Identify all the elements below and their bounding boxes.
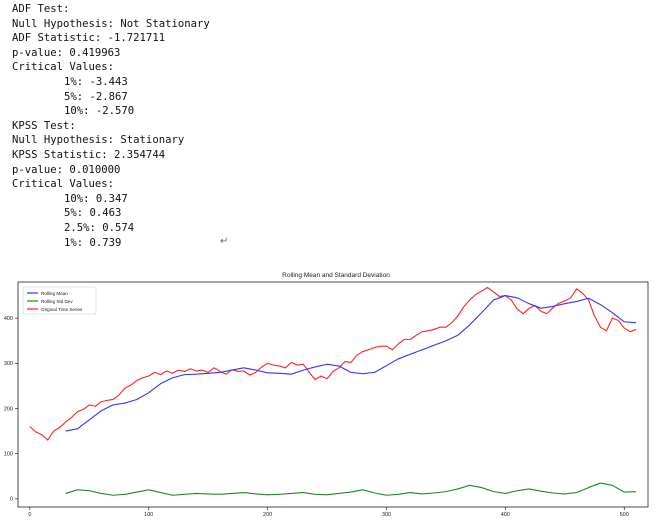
x-tick-label: 100 — [144, 512, 153, 518]
adf-critical-values-header: Critical Values: — [12, 61, 115, 74]
x-axis: 0 100 200 300 400 500 — [28, 507, 629, 518]
console-output: ADF Test: Null Hypothesis: Not Stationary… — [12, 2, 210, 250]
kpss-critical-value: 1%: 0.739 — [64, 236, 122, 249]
chart-title: Rolling Mean and Standard Deviation — [282, 272, 390, 279]
legend: Rolling Mean Rolling Std Dev Original Ti… — [22, 286, 97, 315]
x-tick-label: 400 — [501, 512, 510, 518]
series-line-rolling-mean — [65, 295, 637, 432]
legend-label-rolling-std-dev: Rolling Std Dev — [41, 299, 73, 304]
series-line-rolling-std-dev — [65, 482, 637, 496]
legend-label-original-time-series: Original Time Series — [41, 307, 83, 312]
legend-label-rolling-mean: Rolling Mean — [41, 291, 68, 296]
y-axis: 0 100 200 300 400 — [4, 316, 18, 503]
series-lines — [29, 286, 637, 496]
series-line-original-time-series — [29, 286, 637, 441]
kpss-critical-value: 2.5%: 0.574 — [64, 221, 135, 234]
adf-p-value: p-value: 0.419963 — [12, 46, 121, 59]
plot-frame — [17, 281, 649, 508]
adf-header: ADF Test: — [12, 3, 70, 15]
kpss-p-value: p-value: 0.010000 — [12, 163, 121, 176]
x-tick-label: 500 — [620, 512, 629, 518]
y-tick-label: 200 — [4, 406, 13, 412]
kpss-header: KPSS Test: — [12, 119, 76, 132]
rolling-stats-chart: Rolling Mean and Standard Deviation 0 100… — [4, 272, 649, 518]
y-tick-label: 400 — [4, 316, 13, 322]
x-tick-label: 0 — [28, 512, 31, 518]
adf-null-hypothesis: Null Hypothesis: Not Stationary — [12, 17, 210, 30]
kpss-critical-value: 5%: 0.463 — [64, 207, 122, 220]
y-tick-label: 100 — [4, 451, 13, 457]
kpss-critical-value: 10%: 0.347 — [64, 192, 128, 205]
x-tick-label: 200 — [263, 512, 272, 518]
kpss-null-hypothesis: Null Hypothesis: Stationary — [12, 134, 185, 147]
adf-critical-value: 5%: -2.867 — [64, 90, 128, 103]
kpss-statistic: KPSS Statistic: 2.354744 — [12, 148, 166, 161]
y-tick-label: 300 — [4, 361, 13, 367]
y-tick-label: 0 — [10, 497, 13, 503]
adf-statistic: ADF Statistic: -1.721711 — [12, 32, 166, 45]
adf-critical-value: 1%: -3.443 — [64, 75, 128, 88]
legend-box — [22, 286, 97, 315]
return-arrow-icon: ↵ — [220, 236, 229, 247]
kpss-critical-values-header: Critical Values: — [12, 178, 115, 191]
adf-critical-value: 10%: -2.570 — [64, 105, 135, 118]
x-tick-label: 300 — [382, 512, 391, 518]
